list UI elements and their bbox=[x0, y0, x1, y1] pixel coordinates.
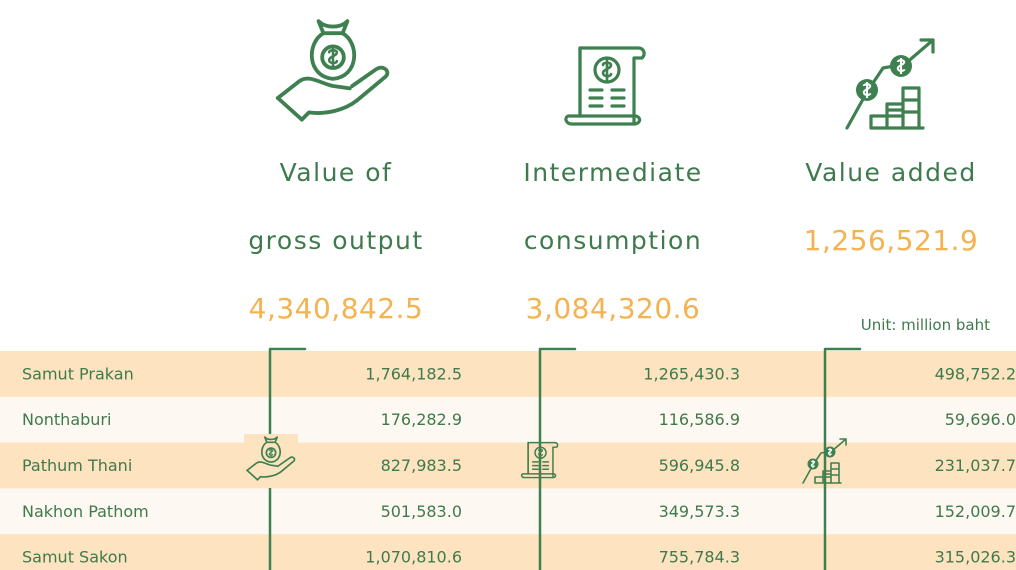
cell-value: 152,009.7 bbox=[935, 502, 1016, 521]
column-heading: consumption bbox=[524, 226, 702, 255]
cell-value: 1,070,810.6 bbox=[365, 548, 462, 567]
icon-output bbox=[278, 21, 388, 119]
table-row bbox=[0, 442, 1016, 489]
column-heading: Value of bbox=[280, 158, 393, 187]
cell-value: 315,026.3 bbox=[935, 548, 1016, 567]
unit-note: Unit: million baht bbox=[861, 316, 990, 334]
table-row bbox=[0, 534, 1016, 570]
bracket bbox=[823, 347, 862, 570]
icon-consumption bbox=[566, 48, 644, 124]
column-total: 1,256,521.9 bbox=[804, 224, 979, 257]
cell-value: 59,696.0 bbox=[945, 410, 1016, 429]
row-label: Samut Prakan bbox=[22, 364, 134, 383]
cell-value: 349,573.3 bbox=[659, 502, 740, 521]
cell-value: 501,583.0 bbox=[381, 502, 462, 521]
table-row bbox=[0, 396, 1016, 444]
cell-value: 827,983.5 bbox=[381, 456, 462, 475]
cell-value: 498,752.2 bbox=[935, 364, 1016, 383]
cell-value: 1,764,182.5 bbox=[365, 364, 462, 383]
column-heading: gross output bbox=[248, 226, 423, 255]
cell-value: 755,784.3 bbox=[659, 548, 740, 567]
row-label: Nakhon Pathom bbox=[22, 502, 149, 521]
headers: Value of gross output 4,340,842.5 Intermedi… bbox=[248, 158, 978, 325]
cell-value: 596,945.8 bbox=[659, 456, 740, 475]
cell-value: 1,265,430.3 bbox=[643, 364, 740, 383]
cell-value: 231,037.7 bbox=[935, 456, 1016, 475]
column-total: 3,084,320.6 bbox=[526, 292, 701, 325]
table: Samut Prakan 1,764,182.5 1,265,430.3 498,75… bbox=[0, 351, 1016, 570]
table-row bbox=[0, 488, 1016, 535]
row-label: Samut Sakon bbox=[22, 548, 128, 567]
row-label: Nonthaburi bbox=[22, 410, 111, 429]
bracket bbox=[268, 347, 307, 570]
decorations bbox=[244, 21, 935, 570]
bracket bbox=[538, 347, 577, 570]
row-label: Pathum Thani bbox=[22, 456, 132, 475]
column-heading: Value added bbox=[805, 158, 976, 187]
cell-value: 176,282.9 bbox=[381, 410, 462, 429]
column-total: 4,340,842.5 bbox=[249, 292, 424, 325]
table-row bbox=[0, 351, 1016, 398]
icon-value-added bbox=[845, 38, 935, 130]
column-heading: Intermediate bbox=[523, 158, 702, 187]
cell-value: 116,586.9 bbox=[659, 410, 740, 429]
